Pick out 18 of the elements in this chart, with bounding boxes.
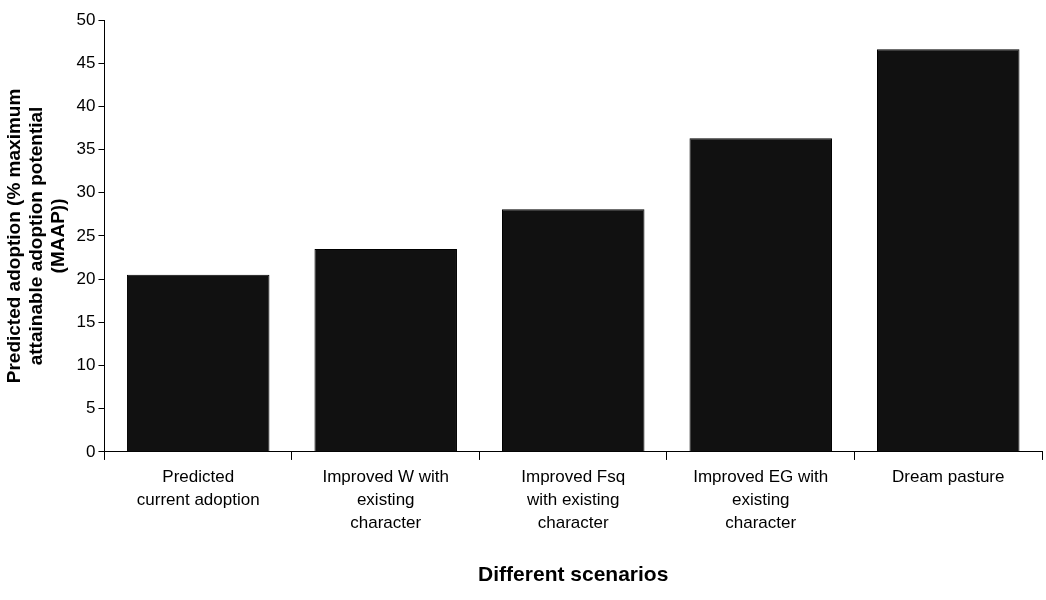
y-tick-label: 45: [76, 52, 96, 72]
y-tick-label: 10: [76, 355, 96, 375]
y-tick-label: 35: [76, 139, 96, 159]
x-axis-title: Different scenarios: [478, 562, 669, 586]
x-tick-label: Improved Fsq with existing character: [521, 467, 626, 533]
x-tick-label: Improved W with existing character: [322, 467, 450, 533]
x-tick-label: Predicted current adoption: [136, 467, 260, 510]
y-axis-title: Predicted adoption (% maximum attainable adoption potential (MAAP)): [3, 88, 68, 384]
y-tick-label: 40: [76, 96, 96, 116]
y-tick-label: 15: [76, 312, 96, 332]
y-tick-label: 30: [76, 182, 96, 202]
y-tick-label: 25: [76, 225, 96, 245]
y-tick-label: 0: [85, 441, 96, 461]
y-tick-label: 20: [76, 268, 96, 288]
x-tick-label: Improved EG with existing character: [693, 467, 829, 533]
x-tick-label: Dream pasture: [892, 467, 1005, 487]
y-tick-label: 5: [85, 398, 96, 418]
y-tick-label: 50: [76, 9, 96, 29]
